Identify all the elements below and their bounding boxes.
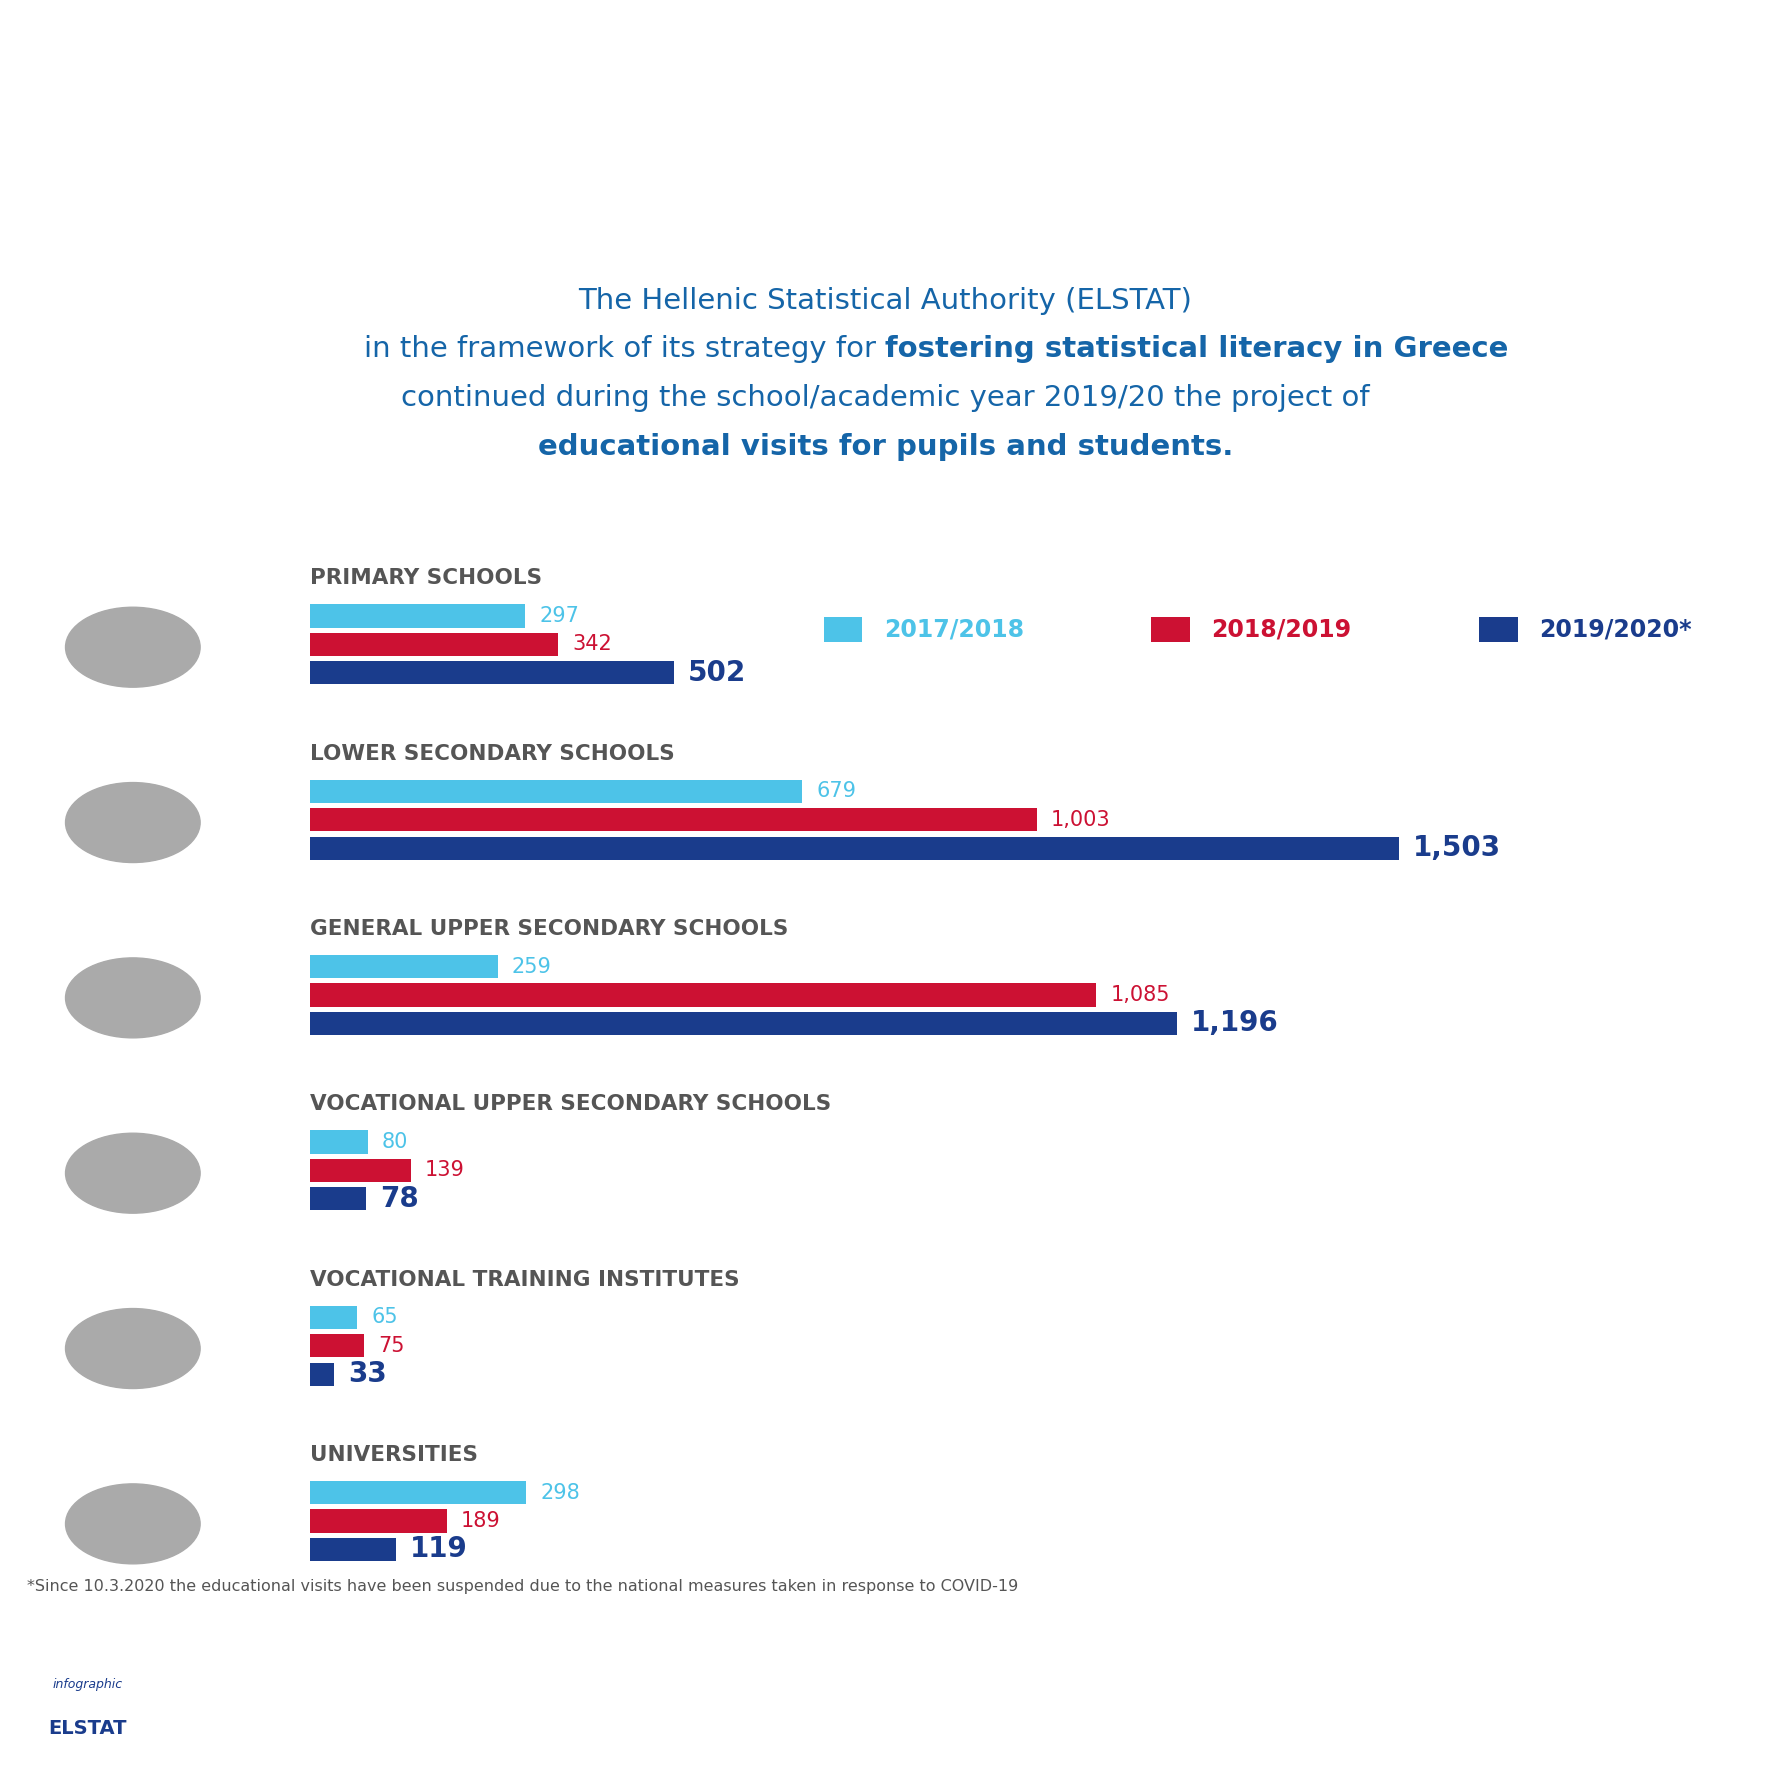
Circle shape bbox=[66, 783, 200, 862]
Text: infographic: infographic bbox=[53, 1679, 122, 1691]
Bar bbox=[310, 808, 1036, 831]
Bar bbox=[824, 616, 862, 643]
Bar bbox=[310, 955, 498, 978]
Text: 1,196: 1,196 bbox=[1190, 1009, 1279, 1038]
Bar bbox=[310, 1158, 411, 1181]
Text: 78: 78 bbox=[381, 1185, 420, 1213]
Bar bbox=[310, 632, 558, 655]
Bar bbox=[1479, 616, 1518, 643]
Text: 2017/2018: 2017/2018 bbox=[884, 618, 1024, 641]
Bar bbox=[310, 1011, 1176, 1034]
Text: IN ELSTAT: IN ELSTAT bbox=[622, 158, 1149, 250]
Text: continued during the school/academic year 2019/20 the project of: continued during the school/academic yea… bbox=[402, 384, 1369, 413]
Text: 342: 342 bbox=[572, 634, 611, 655]
Text: 1,503: 1,503 bbox=[1413, 834, 1502, 862]
Text: 75: 75 bbox=[379, 1335, 406, 1357]
Text: ELSTAT: ELSTAT bbox=[48, 1720, 128, 1737]
Text: 80: 80 bbox=[383, 1132, 409, 1151]
Text: 679: 679 bbox=[816, 781, 855, 800]
Text: in the framework of its strategy for: in the framework of its strategy for bbox=[365, 335, 886, 363]
Circle shape bbox=[66, 607, 200, 687]
Text: #GreekDataMatter: #GreekDataMatter bbox=[1438, 1691, 1718, 1718]
Bar bbox=[310, 1481, 526, 1504]
Text: 502: 502 bbox=[687, 659, 746, 687]
Text: 139: 139 bbox=[425, 1160, 464, 1181]
Text: 119: 119 bbox=[411, 1535, 468, 1564]
Text: 1,085: 1,085 bbox=[1110, 985, 1171, 1006]
Text: 298: 298 bbox=[540, 1482, 579, 1502]
Text: 259: 259 bbox=[512, 956, 551, 976]
Bar bbox=[310, 1130, 368, 1153]
Text: PRIMARY SCHOOLS: PRIMARY SCHOOLS bbox=[310, 568, 542, 588]
Text: 33: 33 bbox=[349, 1360, 386, 1388]
Text: VOCATIONAL UPPER SECONDARY SCHOOLS: VOCATIONAL UPPER SECONDARY SCHOOLS bbox=[310, 1094, 831, 1114]
Text: VOCATIONAL TRAINING INSTITUTES: VOCATIONAL TRAINING INSTITUTES bbox=[310, 1270, 740, 1289]
Bar bbox=[310, 1187, 367, 1210]
Text: EDUCATIONAL VISITS: EDUCATIONAL VISITS bbox=[324, 32, 1447, 124]
Ellipse shape bbox=[37, 1658, 133, 1753]
Bar bbox=[310, 1334, 365, 1357]
Bar bbox=[310, 836, 1399, 859]
Text: The Hellenic Statistical Authority (ELSTAT): The Hellenic Statistical Authority (ELST… bbox=[579, 287, 1192, 315]
Text: *Since 10.3.2020 the educational visits have been suspended due to the national : *Since 10.3.2020 the educational visits … bbox=[27, 1580, 1018, 1594]
Bar bbox=[310, 1362, 335, 1385]
Bar bbox=[310, 779, 802, 802]
Text: 189: 189 bbox=[460, 1511, 501, 1532]
Bar bbox=[310, 661, 673, 684]
Text: educational visits for pupils and students.: educational visits for pupils and studen… bbox=[538, 434, 1233, 460]
Text: 1,003: 1,003 bbox=[1050, 809, 1110, 831]
Bar bbox=[310, 1537, 397, 1560]
Text: 2018/2019: 2018/2019 bbox=[1211, 618, 1351, 641]
Text: 297: 297 bbox=[540, 606, 579, 625]
Text: UNIVERSITIES: UNIVERSITIES bbox=[310, 1445, 478, 1465]
Bar bbox=[310, 1305, 358, 1328]
Text: fostering statistical literacy in Greece: fostering statistical literacy in Greece bbox=[886, 335, 1509, 363]
Circle shape bbox=[66, 958, 200, 1038]
Bar bbox=[1151, 616, 1190, 643]
Circle shape bbox=[66, 1133, 200, 1213]
Text: GENERAL UPPER SECONDARY SCHOOLS: GENERAL UPPER SECONDARY SCHOOLS bbox=[310, 919, 788, 939]
Circle shape bbox=[66, 1309, 200, 1388]
Bar bbox=[310, 983, 1096, 1006]
Text: LOWER SECONDARY SCHOOLS: LOWER SECONDARY SCHOOLS bbox=[310, 744, 675, 763]
Text: 2019/2020*: 2019/2020* bbox=[1539, 618, 1691, 641]
Bar bbox=[310, 1509, 446, 1532]
Text: 65: 65 bbox=[372, 1307, 398, 1326]
Text: PUPILS AND STUDENTS WHO VISITED ELSTAT: PUPILS AND STUDENTS WHO VISITED ELSTAT bbox=[97, 492, 946, 524]
Bar bbox=[310, 604, 526, 627]
Text: Source: Hellenic Statistical Authority/29 July 2020: Source: Hellenic Statistical Authority/2… bbox=[514, 1691, 1257, 1718]
Circle shape bbox=[66, 1484, 200, 1564]
